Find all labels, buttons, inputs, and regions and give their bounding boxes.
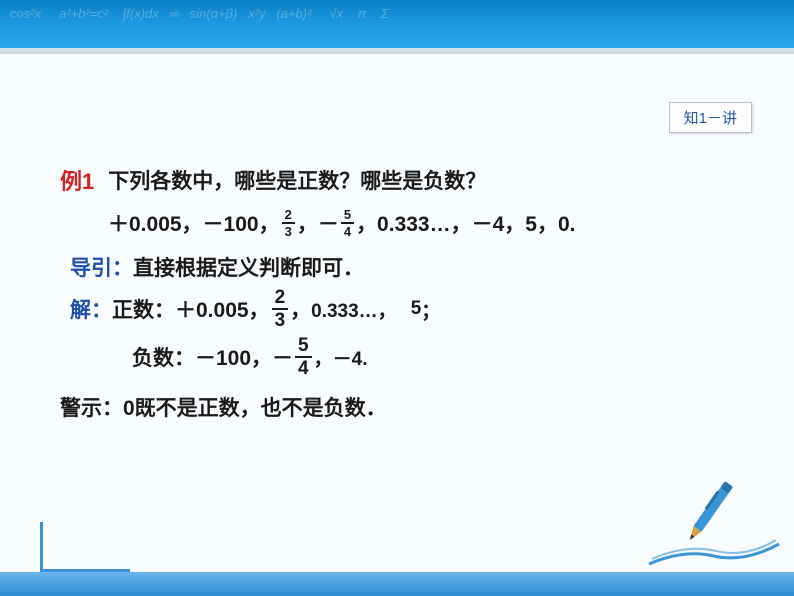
frac-num: 5 — [341, 208, 354, 222]
negative-suffix: ，－4. — [314, 344, 368, 371]
guide-line: 导引： 直接根据定义判断即可． — [70, 252, 754, 282]
question-text: 下列各数中，哪些是正数？哪些是负数？ — [108, 165, 486, 195]
bracket-vertical — [40, 522, 43, 572]
numbers-line: ＋0.005，－100， 2 3 ，－ 5 4 ，0.333…，－4，5，0. — [108, 208, 754, 238]
fraction-5-4-large: 5 4 — [295, 336, 312, 378]
slide-header: cos²x a²+b²=c² ∫f(x)dx ∞ sin(α+β) x²y (a… — [0, 0, 794, 48]
warning-label: 警示： — [60, 392, 123, 422]
positive-mid: ， — [290, 294, 311, 324]
frac-den: 4 — [295, 356, 312, 378]
fraction-5-4: 5 4 — [341, 208, 354, 238]
corner-bracket-icon — [40, 524, 130, 574]
guide-label: 导引： — [70, 252, 133, 282]
header-underline — [0, 48, 794, 54]
numbers-prefix: ＋0.005，－100， — [108, 208, 280, 238]
fraction-2-3-large: 2 3 — [272, 288, 289, 330]
positive-prefix: ＋0.005， — [175, 294, 270, 324]
negative-prefix: －100，－ — [195, 342, 293, 372]
frac-den: 3 — [282, 222, 295, 238]
positive-val2: 0.333…， — [311, 296, 397, 323]
guide-text: 直接根据定义判断即可． — [133, 252, 364, 282]
header-math-decoration: cos²x a²+b²=c² ∫f(x)dx ∞ sin(α+β) x²y (a… — [0, 0, 794, 48]
frac-num: 2 — [272, 288, 289, 308]
frac-den: 3 — [272, 308, 289, 330]
positive-label: 正数： — [112, 294, 175, 324]
slide-footer — [0, 572, 794, 596]
negative-label: 负数： — [132, 342, 195, 372]
numbers-suffix: ，0.333…，－4，5，0. — [356, 208, 575, 238]
positive-suffix: ； — [421, 296, 440, 323]
numbers-mid1: ，－ — [297, 208, 339, 238]
frac-den: 4 — [341, 222, 354, 238]
solution-negative-line: 负数： －100，－ 5 4 ，－4. — [132, 336, 754, 378]
warning-text: 0既不是正数，也不是负数． — [123, 392, 387, 422]
warning-line: 警示： 0既不是正数，也不是负数． — [60, 392, 754, 422]
solution-label: 解： — [70, 294, 112, 324]
frac-num: 5 — [295, 336, 312, 356]
example-label: 例1 — [60, 164, 94, 196]
example-question-line: 例1 下列各数中，哪些是正数？哪些是负数？ — [60, 164, 754, 196]
fraction-2-3: 2 3 — [282, 208, 295, 238]
slide-content: 例1 下列各数中，哪些是正数？哪些是负数？ ＋0.005，－100， 2 3 ，… — [60, 90, 754, 428]
frac-num: 2 — [282, 208, 295, 222]
solution-positive-line: 解： 正数： ＋0.005， 2 3 ， 0.333…， 5 ； — [70, 288, 754, 330]
pen-illustration-icon — [644, 464, 784, 574]
positive-val3: 5 — [411, 298, 422, 320]
